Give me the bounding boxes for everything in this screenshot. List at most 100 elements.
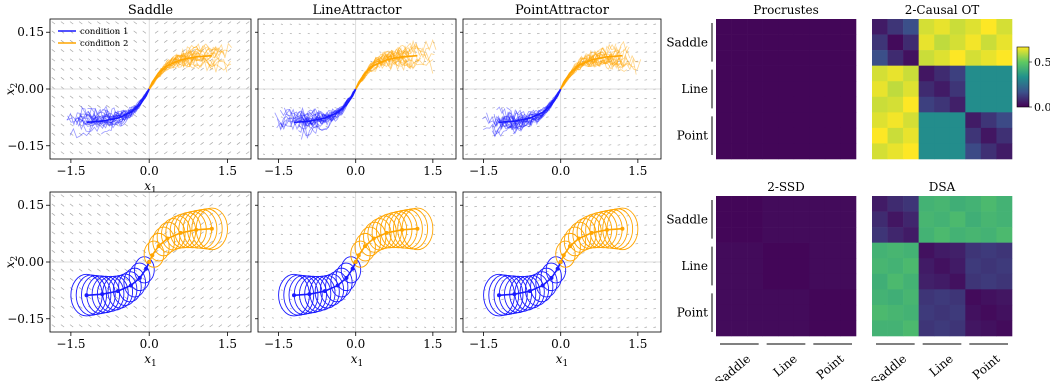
heatmap-cell: [965, 19, 981, 35]
heatmap-cell: [794, 19, 810, 35]
heatmap-cell: [840, 35, 856, 51]
heatmap-cell: [716, 274, 732, 290]
heatmap-cell: [794, 274, 810, 290]
heatmap-cell: [996, 66, 1012, 82]
heatmap-cell: [763, 50, 779, 66]
heatmap-title: DSA: [929, 180, 956, 194]
heatmap-cell: [840, 97, 856, 113]
heatmap-cell: [950, 243, 966, 259]
heatmap-cell: [825, 143, 841, 159]
series-point: [100, 292, 104, 296]
heatmap-cell: [965, 227, 981, 243]
heatmap-cell: [716, 143, 732, 159]
heatmap-cell: [778, 66, 794, 82]
heatmap-cell: [872, 50, 888, 66]
heatmap-cell: [903, 66, 919, 82]
heatmap-cell: [716, 227, 732, 243]
heatmap-cell: [716, 196, 732, 212]
heatmap-cell: [840, 227, 856, 243]
x-tick-label: −1.5: [56, 164, 85, 178]
heatmap-cell: [888, 289, 904, 305]
series-point: [577, 237, 581, 241]
heatmap-cell: [763, 227, 779, 243]
heatmap-cell: [840, 196, 856, 212]
heatmap-cell: [763, 81, 779, 97]
heatmap-cell: [763, 66, 779, 82]
heatmap-cell: [747, 128, 763, 144]
heatmap-cell: [778, 227, 794, 243]
heatmap-cell: [919, 274, 935, 290]
heatmap-cell: [903, 35, 919, 51]
heatmap-cell: [934, 212, 950, 228]
heatmap-cell: [872, 19, 888, 35]
series-point: [415, 227, 419, 231]
heatmap-cell: [732, 289, 748, 305]
heatmap-cell: [840, 320, 856, 336]
heatmap-cell: [981, 243, 997, 259]
heatmap-cell: [872, 305, 888, 321]
series-point: [194, 228, 198, 232]
phase-panel: −1.5 0.0 1.50.150.00−0.15Saddlex1x2conditi…: [3, 3, 251, 196]
heatmap-cell: [950, 289, 966, 305]
heatmap-cell: [888, 66, 904, 82]
heatmap-cell: [981, 289, 997, 305]
heatmap-title: 2-SSD: [767, 180, 805, 194]
heatmap-cell: [996, 227, 1012, 243]
heatmap-cell: [981, 274, 997, 290]
heatmap-cell: [732, 19, 748, 35]
heatmap-cell: [872, 143, 888, 159]
heatmap-cell: [965, 196, 981, 212]
heatmap-cell: [747, 274, 763, 290]
heatmap-cell: [996, 196, 1012, 212]
y-tick-label: 0.00: [17, 255, 44, 269]
y-tick-label: −0.15: [7, 312, 44, 326]
heatmap-cell: [996, 112, 1012, 128]
heatmap-cell: [981, 258, 997, 274]
series-point: [165, 237, 169, 241]
heatmap-cell: [950, 258, 966, 274]
heatmap-cell: [996, 97, 1012, 113]
x-tick-label: 1.5: [218, 164, 237, 178]
heatmap-cell: [840, 19, 856, 35]
heatmap-cell: [919, 19, 935, 35]
colorbar-tick-label: 0.5: [1034, 56, 1050, 69]
heatmap-cell: [840, 258, 856, 274]
row-group-label: Line: [681, 82, 708, 96]
heatmap-cell: [825, 212, 841, 228]
heatmap-cell: [903, 243, 919, 259]
heatmap-cell: [794, 196, 810, 212]
x-tick-label: 0.0: [346, 337, 365, 351]
colorbar: 0.5 0.0: [1017, 47, 1050, 114]
heatmap-cell: [981, 112, 997, 128]
col-group-label: Saddle: [868, 352, 909, 381]
heatmap-cell: [981, 305, 997, 321]
heatmap-cell: [934, 258, 950, 274]
heatmap-cell: [919, 227, 935, 243]
x-tick-label: 0.0: [140, 164, 159, 178]
heatmap-cell: [778, 19, 794, 35]
series-point: [549, 276, 553, 280]
phase-panel: −1.5 0.0 1.5LineAttractor: [255, 3, 456, 178]
heatmap-cell: [965, 128, 981, 144]
heatmap-cell: [934, 305, 950, 321]
series-point: [157, 244, 161, 248]
heatmap-cell: [763, 289, 779, 305]
heatmap-cell: [872, 243, 888, 259]
heatmap-cell: [825, 50, 841, 66]
heatmap-cell: [763, 243, 779, 259]
heatmap-cell: [825, 35, 841, 51]
heatmap-cell: [872, 289, 888, 305]
heatmap-cell: [825, 305, 841, 321]
heatmap-cell: [809, 212, 825, 228]
heatmap-cell: [825, 66, 841, 82]
heatmap-cell: [950, 212, 966, 228]
heatmap-cell: [778, 50, 794, 66]
heatmap-cell: [747, 143, 763, 159]
series-point: [307, 292, 311, 296]
x-tick-label: 1.5: [423, 337, 442, 351]
heatmap: ProcrustesSaddleLinePoint: [666, 3, 856, 159]
y-tick-label: −0.15: [7, 139, 44, 153]
legend-label: condition 2: [80, 39, 128, 49]
heatmap-cell: [934, 66, 950, 82]
heatmap-cell: [888, 227, 904, 243]
